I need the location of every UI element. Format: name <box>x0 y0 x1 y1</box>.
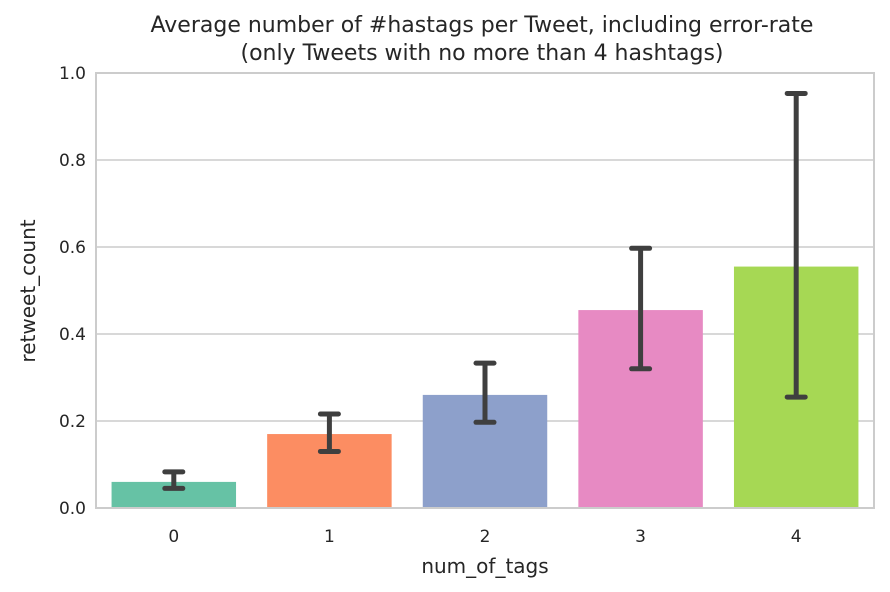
x-tick-label: 1 <box>324 527 335 547</box>
error-bars <box>162 90 808 491</box>
chart-title: Average number of #hastags per Tweet, in… <box>151 13 814 38</box>
y-tick-label: 0.4 <box>59 325 86 345</box>
y-tick-label: 1.0 <box>59 64 86 84</box>
y-tick-label: 0.0 <box>59 499 86 519</box>
y-tick-label: 0.2 <box>59 412 86 432</box>
y-tick-labels: 0.0 0.2 0.4 0.6 0.8 1.0 <box>59 64 86 519</box>
x-tick-label: 2 <box>480 527 491 547</box>
x-tick-labels: 0 1 2 3 4 <box>168 527 801 547</box>
x-axis-label: num_of_tags <box>421 554 548 578</box>
x-tick-label: 3 <box>635 527 646 547</box>
y-tick-label: 0.6 <box>59 238 86 258</box>
plot-frame <box>95 72 875 509</box>
y-tick-label: 0.8 <box>59 151 86 171</box>
x-tick-label: 4 <box>791 527 802 547</box>
chart-subtitle: (only Tweets with no more than 4 hashtag… <box>240 41 723 66</box>
x-tick-label: 0 <box>168 527 179 547</box>
y-axis-label: retweet_count <box>16 219 40 362</box>
